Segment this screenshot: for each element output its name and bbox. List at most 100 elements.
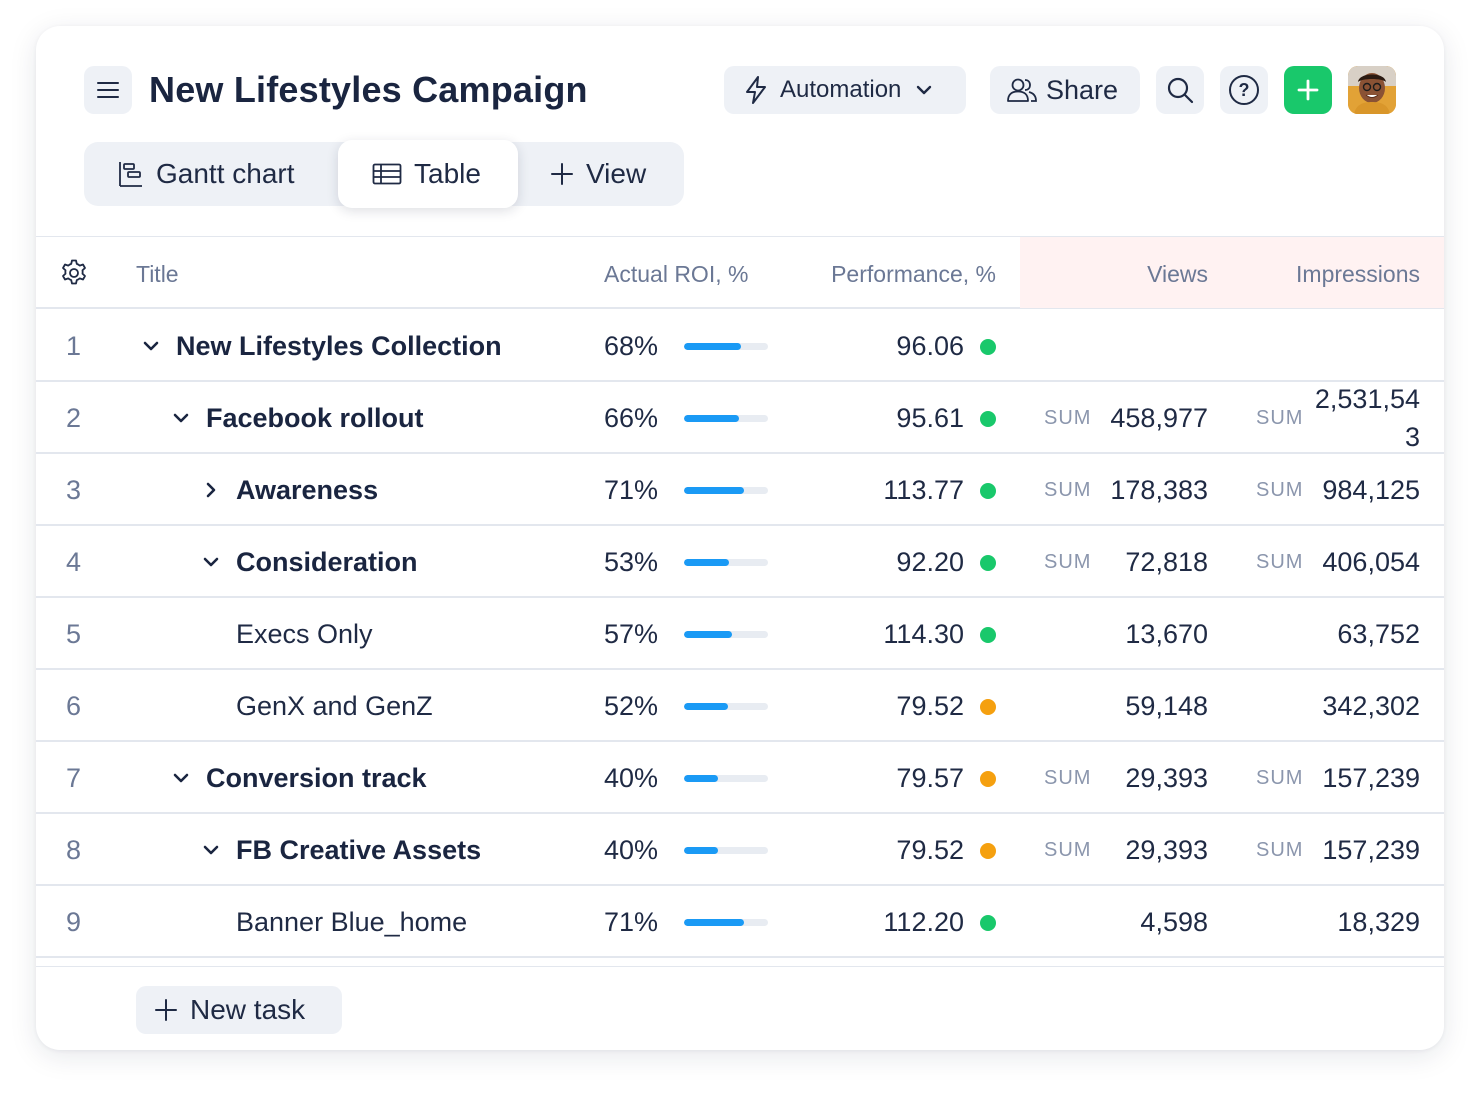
row-title-text: Conversion track bbox=[206, 763, 427, 793]
sum-label: SUM bbox=[1044, 407, 1092, 429]
impressions-value: 406,054 bbox=[1322, 547, 1420, 577]
roi-value: 71% bbox=[604, 907, 659, 937]
roi-value: 40% bbox=[604, 763, 659, 793]
users-icon bbox=[1007, 78, 1037, 102]
roi-progress-bar bbox=[684, 775, 768, 782]
tab-label: Gantt chart bbox=[156, 158, 295, 189]
chevron-down-icon[interactable] bbox=[170, 767, 192, 789]
avatar[interactable] bbox=[1348, 66, 1396, 114]
roi-value: 68% bbox=[604, 331, 659, 361]
roi-value: 71% bbox=[604, 475, 659, 505]
roi-progress-bar bbox=[684, 559, 768, 566]
app-window: New Lifestyles Campaign Automation Share… bbox=[36, 26, 1444, 1050]
column-header-roi[interactable]: Actual ROI, % bbox=[604, 261, 749, 287]
roi-progress-bar bbox=[684, 919, 768, 926]
impressions-value: 984,125 bbox=[1322, 475, 1420, 505]
menu-icon bbox=[97, 82, 119, 98]
row-title[interactable]: Consideration bbox=[200, 526, 418, 598]
new-task-label: New task bbox=[190, 994, 306, 1025]
page-title: New Lifestyles Campaign bbox=[149, 69, 588, 110]
chevron-down-icon[interactable] bbox=[140, 335, 162, 357]
table-row[interactable]: 8 FB Creative Assets 40% 79.52 SUM 29,39… bbox=[36, 814, 1444, 886]
row-title[interactable]: Conversion track bbox=[170, 742, 427, 814]
highlighted-columns bbox=[1020, 237, 1444, 308]
tab-gantt-chart[interactable]: Gantt chart bbox=[118, 142, 295, 206]
table-icon bbox=[372, 163, 402, 185]
new-task-button[interactable]: New task bbox=[136, 986, 342, 1034]
roi-progress-fill bbox=[684, 847, 718, 854]
column-header-title[interactable]: Title bbox=[136, 261, 179, 287]
table-row[interactable]: 6 GenX and GenZ 52% 79.52 59,148 342,302 bbox=[36, 670, 1444, 742]
chevron-down-icon[interactable] bbox=[170, 407, 192, 429]
performance-value: 79.52 bbox=[896, 691, 964, 721]
roi-progress-fill bbox=[684, 559, 729, 566]
views-value: 178,383 bbox=[1110, 475, 1208, 505]
help-button[interactable]: ? bbox=[1220, 66, 1268, 114]
row-number: 8 bbox=[66, 835, 82, 865]
row-title[interactable]: FB Creative Assets bbox=[200, 814, 481, 886]
row-title[interactable]: Execs Only bbox=[236, 598, 373, 670]
roi-progress-bar bbox=[684, 415, 768, 422]
status-dot bbox=[980, 627, 996, 643]
views-value: 29,393 bbox=[1125, 835, 1208, 865]
add-button[interactable] bbox=[1284, 66, 1332, 114]
sum-label: SUM bbox=[1044, 551, 1092, 573]
view-tabs: Gantt chart Table View bbox=[84, 140, 684, 208]
row-title[interactable]: GenX and GenZ bbox=[236, 670, 433, 742]
automation-button[interactable]: Automation bbox=[724, 66, 966, 114]
performance-value: 92.20 bbox=[896, 547, 964, 577]
impressions-value: 2,531,543 bbox=[1314, 384, 1420, 452]
column-header-views[interactable]: Views bbox=[1147, 261, 1208, 287]
share-label: Share bbox=[1046, 74, 1119, 105]
sum-label: SUM bbox=[1256, 407, 1304, 429]
row-title-text: Banner Blue_home bbox=[236, 907, 468, 937]
table-row[interactable]: 7 Conversion track 40% 79.57 SUM 29,393 … bbox=[36, 742, 1444, 814]
roi-progress-fill bbox=[684, 343, 742, 350]
views-value: 4,598 bbox=[1140, 907, 1208, 937]
chevron-down-icon[interactable] bbox=[200, 839, 222, 861]
chevron-down-icon[interactable] bbox=[200, 551, 222, 573]
row-number: 2 bbox=[66, 403, 82, 433]
chevron-down-icon bbox=[917, 85, 932, 95]
performance-value: 96.06 bbox=[896, 331, 964, 361]
share-button[interactable]: Share bbox=[990, 66, 1140, 114]
status-dot bbox=[980, 483, 996, 499]
tab-label: Table bbox=[414, 158, 481, 189]
row-number: 6 bbox=[66, 691, 82, 721]
table-row[interactable]: 4 Consideration 53% 92.20 SUM 72,818 SUM… bbox=[36, 526, 1444, 598]
table-row[interactable]: 3 Awareness 71% 113.77 SUM 178,383 SUM 9… bbox=[36, 454, 1444, 526]
status-dot bbox=[980, 555, 996, 571]
impressions-value: 157,239 bbox=[1322, 763, 1420, 793]
menu-button[interactable] bbox=[84, 66, 132, 114]
table-row[interactable]: 2 Facebook rollout 66% 95.61 SUM 458,977… bbox=[36, 382, 1444, 454]
row-title[interactable]: New Lifestyles Collection bbox=[140, 310, 502, 382]
table-row[interactable]: 9 Banner Blue_home 71% 112.20 4,598 18,3… bbox=[36, 886, 1444, 958]
row-title[interactable]: Awareness bbox=[200, 454, 378, 526]
roi-progress-bar bbox=[684, 703, 768, 710]
table-footer-divider bbox=[36, 956, 1444, 967]
row-title[interactable]: Facebook rollout bbox=[170, 382, 424, 454]
roi-value: 66% bbox=[604, 403, 659, 433]
roi-progress-fill bbox=[684, 487, 744, 494]
row-title-text: Consideration bbox=[236, 547, 418, 577]
automation-label: Automation bbox=[780, 76, 902, 103]
row-title-text: GenX and GenZ bbox=[236, 691, 433, 721]
column-header-performance[interactable]: Performance, % bbox=[831, 261, 996, 287]
table-footer-divider bbox=[36, 966, 1444, 967]
row-number: 7 bbox=[66, 763, 82, 793]
tab-table[interactable]: Table bbox=[338, 140, 518, 208]
status-dot bbox=[980, 771, 996, 787]
chevron-right-icon[interactable] bbox=[200, 479, 222, 501]
search-button[interactable] bbox=[1156, 66, 1204, 114]
table-row[interactable]: 5 Execs Only 57% 114.30 13,670 63,752 bbox=[36, 598, 1444, 670]
gear-icon[interactable] bbox=[60, 259, 88, 287]
status-dot bbox=[980, 915, 996, 931]
table-row[interactable]: 1 New Lifestyles Collection 68% 96.06 bbox=[36, 310, 1444, 382]
views-value: 13,670 bbox=[1125, 619, 1208, 649]
add-view-button[interactable]: View bbox=[550, 142, 646, 206]
roi-progress-fill bbox=[684, 775, 718, 782]
row-title-text: New Lifestyles Collection bbox=[176, 331, 502, 361]
row-title[interactable]: Banner Blue_home bbox=[236, 886, 467, 958]
column-header-impressions[interactable]: Impressions bbox=[1296, 261, 1420, 287]
roi-progress-fill bbox=[684, 415, 740, 422]
